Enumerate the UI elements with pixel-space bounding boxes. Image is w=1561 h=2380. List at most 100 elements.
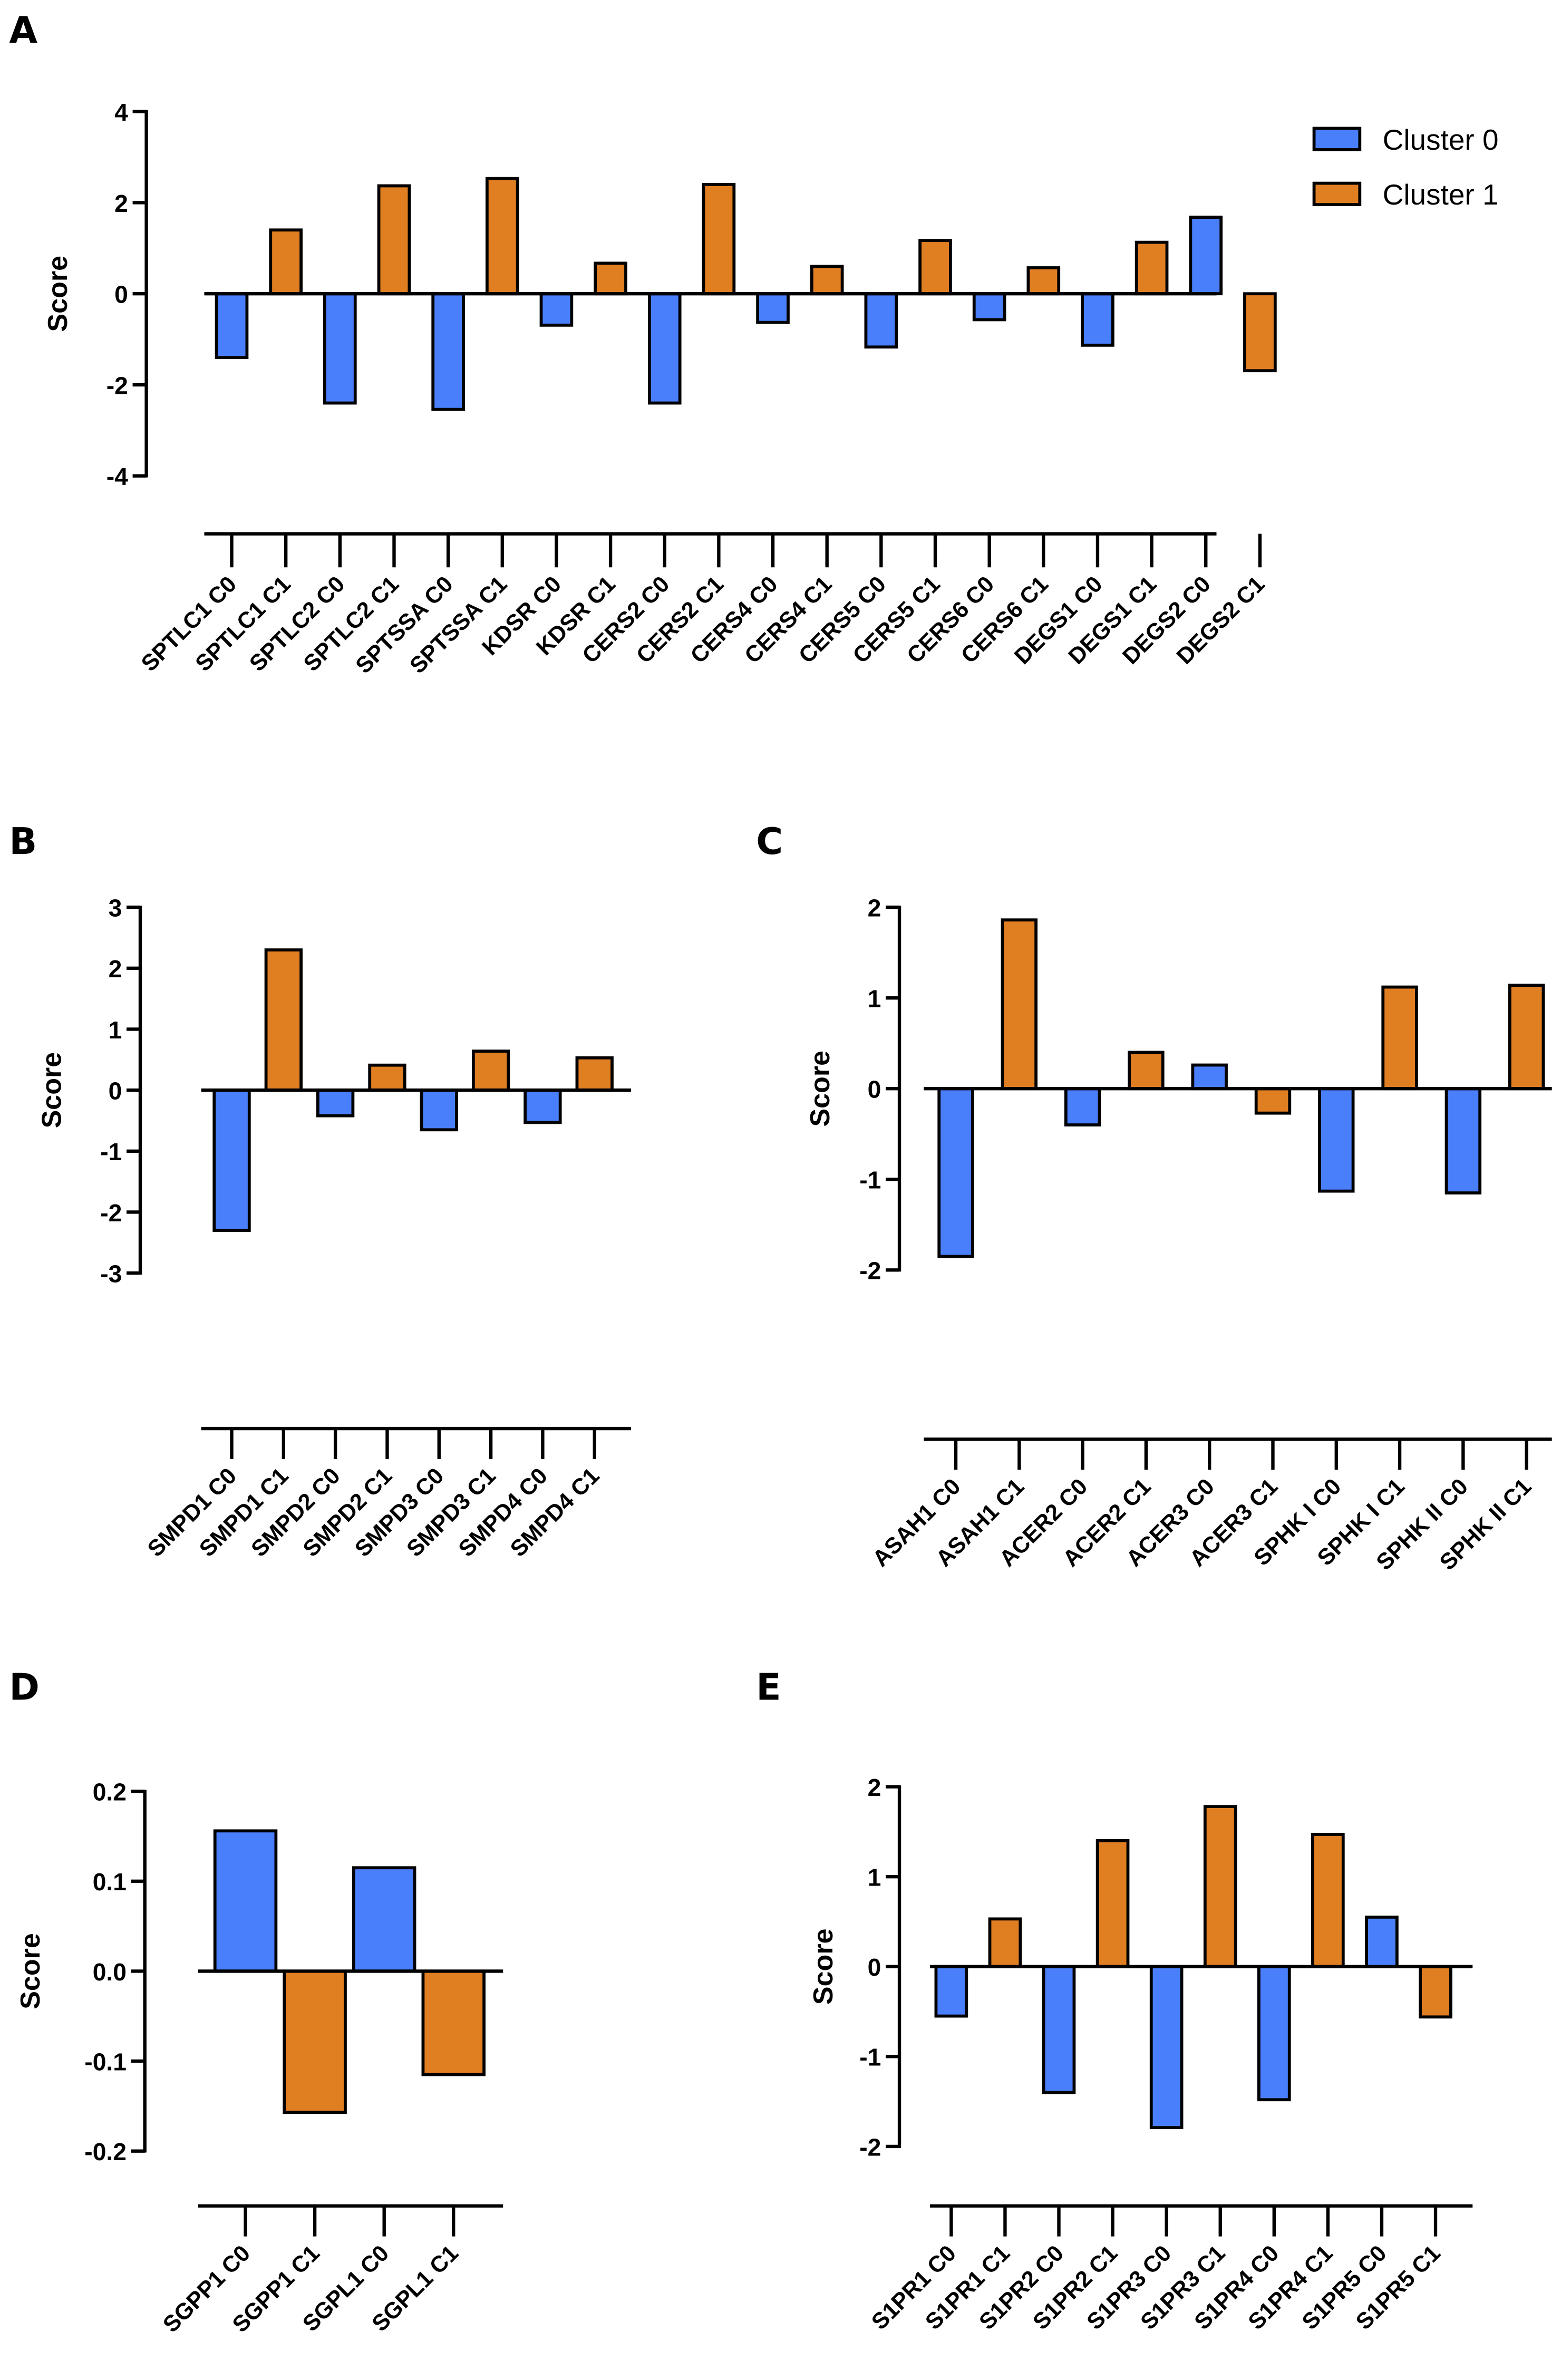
bar-kdsr-c1 — [594, 261, 627, 296]
y-axis-title: Score — [808, 1928, 839, 2005]
bar-smpd2-c0 — [316, 1089, 355, 1118]
bar-sgpl1-c1 — [421, 1969, 486, 2076]
y-tick-label: -0.2 — [84, 2138, 127, 2165]
bar-degs1-c1 — [1135, 240, 1169, 296]
bar-sptlc2-c0 — [323, 292, 357, 405]
y-tick-label: -2 — [859, 2133, 881, 2161]
bar-sptlc1-c1 — [269, 228, 303, 296]
bar-s1pr5-c1 — [1419, 1965, 1452, 2019]
y-tick-label: -2 — [859, 1257, 881, 1285]
y-tick-label: 1 — [109, 1016, 122, 1044]
bar-asah1-c0 — [937, 1087, 974, 1258]
y-tick-label: -4 — [106, 463, 128, 490]
bar-degs2-c1 — [1243, 292, 1277, 373]
y-tick-label: 1 — [868, 1864, 881, 1891]
panel-letter: E — [756, 1667, 781, 1709]
y-tick-label: 0 — [109, 1077, 122, 1104]
y-axis-title: Score — [15, 1933, 46, 2009]
y-tick-label: 4 — [114, 99, 128, 126]
y-tick-label: 3 — [109, 894, 122, 921]
legend: Cluster 0 Cluster 1 — [1312, 123, 1499, 211]
bar-cers6-c1 — [1026, 266, 1061, 296]
y-tick-label: 0 — [114, 281, 128, 308]
legend-label-cluster-0: Cluster 0 — [1383, 123, 1499, 156]
bar-s1pr2-c1 — [1095, 1839, 1130, 1968]
bar-acer2-c0 — [1064, 1087, 1101, 1126]
bar-sphk-i-c0 — [1318, 1087, 1355, 1193]
bar-s1pr4-c0 — [1257, 1965, 1291, 2102]
y-axis-title: Score — [37, 1052, 67, 1129]
bar-s1pr3-c0 — [1149, 1965, 1184, 2130]
bar-smpd3-c0 — [420, 1089, 458, 1132]
y-tick-label: 0 — [868, 1076, 881, 1103]
y-axis-title: Score — [43, 256, 73, 332]
y-tick-label: 1 — [868, 985, 881, 1013]
bar-s1pr1-c1 — [988, 1917, 1022, 1968]
bar-cers6-c0 — [972, 292, 1006, 322]
y-tick-label: 2 — [109, 955, 122, 983]
bar-sgpl1-c0 — [352, 1866, 416, 1973]
bar-smpd1-c0 — [212, 1089, 251, 1232]
bar-sphk-i-c1 — [1381, 985, 1418, 1091]
bar-cers2-c1 — [702, 183, 736, 296]
bar-kdsr-c0 — [539, 292, 574, 327]
legend-swatch-cluster-1 — [1312, 181, 1362, 206]
bar-sgpp1-c0 — [213, 1829, 278, 1973]
y-tick-label: 0.2 — [93, 1779, 127, 1806]
bar-s1pr5-c0 — [1365, 1916, 1399, 1968]
bar-smpd3-c1 — [471, 1050, 510, 1092]
y-tick-label: 2 — [868, 894, 881, 921]
bar-cers2-c0 — [647, 292, 682, 405]
panel-letter: D — [9, 1667, 40, 1709]
bar-degs1-c0 — [1081, 292, 1114, 347]
bar-s1pr1-c0 — [934, 1965, 968, 2018]
y-tick-label: 2 — [868, 1774, 881, 1801]
legend-swatch-cluster-0 — [1312, 127, 1362, 151]
y-tick-label: -1 — [100, 1138, 122, 1165]
bar-smpd4-c1 — [575, 1056, 614, 1092]
bar-sphk-ii-c1 — [1508, 984, 1545, 1091]
bar-sphk-ii-c0 — [1444, 1087, 1482, 1194]
bar-cers4-c1 — [810, 265, 844, 296]
bar-sgpp1-c1 — [283, 1969, 347, 2114]
y-tick-label: 0 — [868, 1954, 881, 1981]
y-tick-label: -3 — [100, 1260, 122, 1287]
y-tick-label: -0.1 — [84, 2048, 127, 2075]
y-tick-label: -1 — [859, 1167, 881, 1194]
bar-s1pr4-c1 — [1311, 1833, 1345, 1968]
bar-cers4-c0 — [756, 292, 790, 324]
y-tick-label: 0.1 — [93, 1868, 127, 1896]
bar-acer3-c1 — [1254, 1087, 1292, 1115]
bar-smpd2-c1 — [368, 1063, 406, 1092]
bar-cers5-c1 — [918, 239, 952, 296]
legend-label-cluster-1: Cluster 1 — [1383, 178, 1499, 211]
bar-acer3-c0 — [1191, 1063, 1228, 1091]
bar-smpd4-c0 — [523, 1089, 562, 1124]
y-tick-label: -2 — [106, 372, 128, 399]
bar-acer2-c1 — [1128, 1051, 1165, 1091]
bar-sptlc1-c0 — [215, 292, 249, 360]
panel-letter: C — [756, 821, 783, 863]
y-tick-label: 2 — [114, 190, 128, 217]
panel-letter: B — [9, 821, 37, 863]
y-axis-title: Score — [805, 1051, 836, 1127]
bar-sptssa-c0 — [431, 292, 465, 411]
bar-smpd1-c1 — [264, 948, 303, 1092]
bar-degs2-c0 — [1189, 216, 1223, 296]
y-tick-label: -2 — [100, 1199, 122, 1227]
y-tick-label: 0.0 — [93, 1958, 127, 1986]
bar-cers5-c0 — [864, 292, 898, 349]
bar-sptlc2-c1 — [377, 184, 411, 296]
bar-s1pr2-c0 — [1042, 1965, 1076, 2094]
y-tick-label: -1 — [859, 2044, 881, 2071]
bar-sptssa-c1 — [485, 177, 519, 296]
bar-s1pr3-c1 — [1203, 1805, 1237, 1968]
bar-asah1-c1 — [1001, 918, 1038, 1091]
